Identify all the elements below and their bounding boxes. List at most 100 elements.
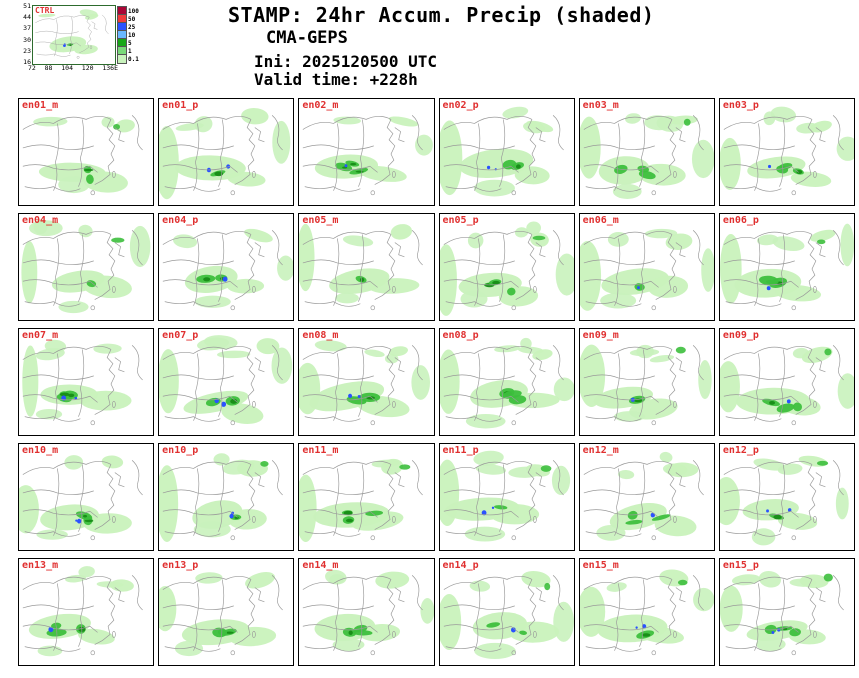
ensemble-panel: en12_m <box>578 443 715 551</box>
precip-map <box>302 115 434 196</box>
ensemble-panel: en07_p <box>158 328 295 436</box>
panel-label: en14_m <box>302 560 339 571</box>
panel-label: en02_m <box>302 100 339 111</box>
colorbar-value: 5 <box>128 39 132 47</box>
title-block: STAMP: 24hr Accum. Precip (shaded) CMA-G… <box>228 4 654 89</box>
precip-map <box>22 115 143 196</box>
panel-label: en13_p <box>162 560 199 571</box>
ensemble-panel: en06_p <box>718 213 855 321</box>
ctrl-x-tick: 72 <box>28 64 36 72</box>
ensemble-panel: en03_p <box>718 98 855 206</box>
ensemble-panel: en08_m <box>298 328 435 436</box>
precip-map <box>439 221 574 316</box>
precip-map <box>22 339 143 426</box>
panel-label: en05_m <box>302 215 339 226</box>
precip-map <box>19 455 143 541</box>
precip-map <box>302 569 434 656</box>
panel-label: en15_p <box>722 560 759 571</box>
header: 51 44 37 30 23 16 CTRL 72 88 104 120 136E 100 50 25… <box>0 0 859 98</box>
ensemble-panel: en12_p <box>718 443 855 551</box>
ensemble-panel: en15_p <box>718 558 855 666</box>
panel-label: en09_p <box>722 330 759 341</box>
panel-label: en10_m <box>22 445 59 456</box>
ctrl-x-axis: 72 88 104 120 136E <box>28 64 118 72</box>
panel-label: en01_p <box>162 100 199 111</box>
ensemble-panel: en05_m <box>298 213 435 321</box>
ensemble-panel: en14_p <box>438 558 575 666</box>
precip-map <box>22 566 143 657</box>
colorbar-value: 10 <box>128 31 136 39</box>
precip-map <box>299 223 424 311</box>
precip-map <box>719 455 849 546</box>
ensemble-panel: en04_p <box>158 213 295 321</box>
panel-label: en14_p <box>442 560 479 571</box>
panel-label: en11_m <box>302 445 339 456</box>
panel-label: en08_p <box>442 330 479 341</box>
ctrl-x-tick: 88 <box>44 64 53 72</box>
panel-label: en11_p <box>442 445 479 456</box>
valid-time: Valid time: +228h <box>254 69 418 89</box>
panel-label: en01_m <box>22 100 59 111</box>
panel-label: en04_p <box>162 215 199 226</box>
colorbar-value: 0.1 <box>128 55 139 63</box>
ctrl-y-axis: 51 44 37 30 23 16 <box>18 2 31 66</box>
ctrl-y-tick: 23 <box>23 46 31 55</box>
panel-label: en07_p <box>162 330 199 341</box>
ctrl-frame: 51 44 37 30 23 16 CTRL 72 88 104 120 136E <box>18 2 118 72</box>
panel-label: en08_m <box>302 330 339 341</box>
panel-label: en04_m <box>22 215 59 226</box>
ensemble-panel: en14_m <box>298 558 435 666</box>
colorbar-swatch <box>117 54 127 64</box>
precip-map <box>299 458 424 543</box>
ctrl-y-tick: 44 <box>23 13 31 22</box>
ensemble-panel: en01_m <box>18 98 155 206</box>
ensemble-panel: en08_p <box>438 328 575 436</box>
ensemble-panel: en07_m <box>18 328 155 436</box>
precip-map <box>579 344 712 426</box>
colorbar-value: 50 <box>128 15 136 23</box>
panel-label: en09_m <box>582 330 619 341</box>
precip-map <box>439 450 570 542</box>
panel-label: en10_p <box>162 445 199 456</box>
panel-label: en03_m <box>582 100 619 111</box>
panel-label: en12_m <box>582 445 619 456</box>
ctrl-panel: CTRL <box>32 5 116 65</box>
precip-map <box>583 451 704 541</box>
panel-label: en05_p <box>442 215 479 226</box>
precip-map <box>159 335 293 426</box>
model-name: CMA-GEPS <box>266 28 348 48</box>
colorbar-value: 25 <box>128 23 136 31</box>
precip-map <box>439 570 574 659</box>
panel-label: en07_m <box>22 330 59 341</box>
panel-label: en03_p <box>722 100 759 111</box>
precip-colorbar: 100 50 25 10 5 1 0.1 <box>117 6 139 71</box>
ctrl-x-tick: 120 <box>81 64 94 72</box>
ensemble-panel: en09_m <box>578 328 715 436</box>
ctrl-y-tick: 51 <box>23 2 31 10</box>
ensemble-panel: en15_m <box>578 558 715 666</box>
panel-label: en06_m <box>582 215 619 226</box>
precip-map <box>579 228 714 311</box>
ctrl-y-tick: 30 <box>23 35 31 44</box>
ensemble-panel: en10_p <box>158 443 295 551</box>
ensemble-panel: en02_p <box>438 98 575 206</box>
ensemble-panel: en13_m <box>18 558 155 666</box>
panel-label: en02_p <box>442 100 479 111</box>
precip-map <box>159 108 291 200</box>
ensemble-panel: en03_m <box>578 98 715 206</box>
precip-map <box>159 572 284 657</box>
ctrl-x-tick: 104 <box>61 64 73 72</box>
ensemble-panel: en11_p <box>438 443 575 551</box>
panel-grid: en01_m en01_p en02_m en02_p en03_m en03_… <box>0 98 859 672</box>
precip-map <box>719 223 854 311</box>
precip-map <box>719 106 854 196</box>
colorbar-entry: 0.1 <box>117 54 139 64</box>
ensemble-panel: en05_p <box>438 213 575 321</box>
precip-map <box>719 345 854 426</box>
precip-map <box>439 337 574 429</box>
ensemble-panel: en09_p <box>718 328 855 436</box>
ctrl-label: CTRL <box>35 6 55 15</box>
init-time: Ini: 2025120500 UTC <box>254 51 438 71</box>
ensemble-panel: en10_m <box>18 443 155 551</box>
